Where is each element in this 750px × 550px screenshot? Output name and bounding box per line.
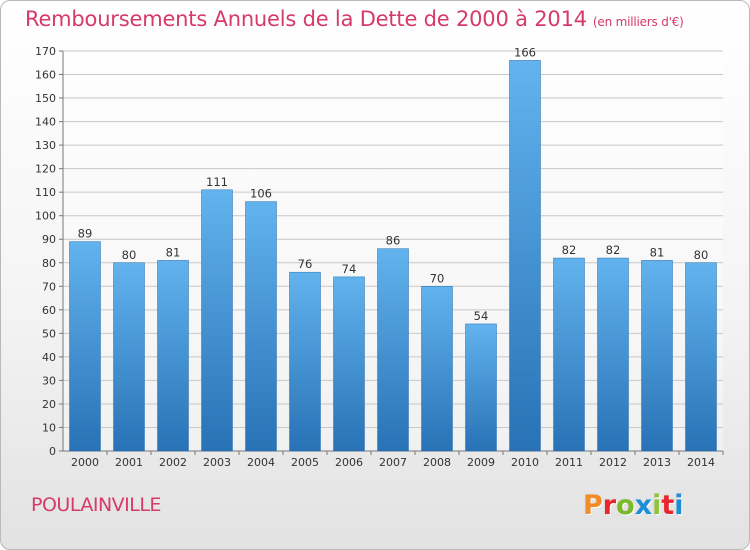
value-label-2008: 70	[430, 271, 445, 285]
logo-letter: x	[634, 490, 653, 521]
value-label-2007: 86	[386, 234, 401, 248]
value-label-2004: 106	[250, 187, 272, 201]
value-label-2010: 166	[514, 45, 536, 59]
x-tick-label-2006: 2006	[335, 456, 363, 469]
value-label-2003: 111	[206, 175, 228, 189]
logo-letter: P	[583, 490, 603, 521]
logo-letter: i	[674, 490, 684, 521]
value-label-2005: 76	[298, 257, 313, 271]
x-tick-label-2003: 2003	[203, 456, 231, 469]
value-label-2011: 82	[562, 243, 577, 257]
x-tick-label-2007: 2007	[379, 456, 407, 469]
logo-letter: r	[602, 490, 617, 521]
y-tick-label: 40	[42, 351, 56, 364]
bar-2013[interactable]	[641, 260, 673, 452]
bar-2014[interactable]	[685, 262, 717, 452]
y-tick-label: 70	[42, 280, 56, 293]
y-tick-label: 110	[35, 186, 56, 199]
proxiti-logo[interactable]: Proxiti	[583, 490, 684, 521]
y-tick-label: 160	[35, 69, 56, 82]
logo-letter: o	[616, 490, 635, 521]
chart-title: Remboursements Annuels de la Dette de 20…	[25, 7, 684, 31]
y-tick-label: 170	[35, 45, 56, 58]
x-tick-label-2010: 2010	[511, 456, 539, 469]
value-label-2006: 74	[342, 262, 357, 276]
bar-2002[interactable]	[157, 260, 189, 452]
y-tick-label: 10	[42, 421, 56, 434]
x-tick-label-2014: 2014	[687, 456, 715, 469]
value-label-2002: 81	[166, 245, 181, 259]
x-tick-label-2002: 2002	[159, 456, 187, 469]
value-label-2013: 81	[650, 245, 665, 259]
chart-subtitle: (en milliers d'€)	[592, 15, 684, 29]
y-tick-label: 150	[35, 92, 56, 105]
bar-2005[interactable]	[289, 271, 321, 452]
y-tick-label: 130	[35, 139, 56, 152]
y-tick-label: 100	[35, 210, 56, 223]
x-tick-label-2013: 2013	[643, 456, 671, 469]
chart-title-text: Remboursements Annuels de la Dette de 20…	[25, 7, 587, 31]
y-tick-label: 90	[42, 233, 56, 246]
commune-name: POULAINVILLE	[31, 494, 161, 516]
bar-2010[interactable]	[509, 60, 541, 452]
y-tick-label: 20	[42, 398, 56, 411]
bar-2003[interactable]	[201, 189, 233, 452]
y-tick-label: 80	[42, 257, 56, 270]
x-tick-label-2004: 2004	[247, 456, 275, 469]
bar-2009[interactable]	[465, 323, 497, 452]
x-tick-label-2012: 2012	[599, 456, 627, 469]
x-tick-label-2009: 2009	[467, 456, 495, 469]
bar-2007[interactable]	[377, 248, 409, 452]
y-tick-label: 0	[49, 445, 56, 458]
value-label-2000: 89	[78, 227, 93, 241]
x-tick-label-2001: 2001	[115, 456, 143, 469]
value-label-2009: 54	[474, 309, 489, 323]
bar-2000[interactable]	[69, 241, 101, 452]
logo-letter: i	[652, 490, 662, 521]
x-tick-label-2005: 2005	[291, 456, 319, 469]
x-tick-label-2008: 2008	[423, 456, 451, 469]
value-label-2014: 80	[694, 248, 709, 262]
value-label-2001: 80	[122, 248, 137, 262]
x-tick-label-2011: 2011	[555, 456, 583, 469]
logo-letter: t	[661, 490, 675, 521]
y-tick-label: 120	[35, 163, 56, 176]
bar-2006[interactable]	[333, 276, 365, 452]
bar-2012[interactable]	[597, 257, 629, 452]
bar-2008[interactable]	[421, 286, 453, 452]
value-label-2012: 82	[606, 243, 621, 257]
y-tick-label: 50	[42, 327, 56, 340]
bar-2011[interactable]	[553, 257, 585, 452]
y-tick-label: 140	[35, 116, 56, 129]
bar-2004[interactable]	[245, 201, 277, 452]
bar-2001[interactable]	[113, 262, 145, 452]
x-tick-label-2000: 2000	[71, 456, 99, 469]
y-tick-label: 30	[42, 374, 56, 387]
y-tick-label: 60	[42, 304, 56, 317]
